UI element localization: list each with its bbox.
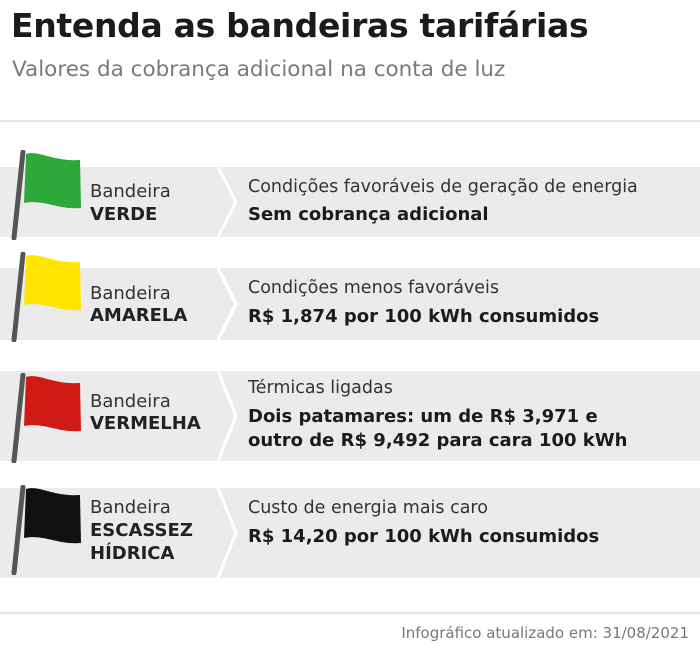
flag-description: Térmicas ligadas [248,378,393,398]
flag-label-name-line-1: ESCASSEZ [90,520,193,541]
flag-value: Sem cobrança adicional [248,204,489,225]
flag-description: Condições menos favoráveis [248,278,500,298]
flag-label-prefix: Bandeira [90,283,171,304]
flag-value-line-2: outro de R$ 9,492 para cara 100 kWh [248,430,628,451]
row-band [0,488,700,578]
row-band [0,268,700,340]
flag-description: Condições favoráveis de geração de energ… [248,177,638,197]
row-band [0,167,700,237]
flag-value: R$ 14,20 por 100 kWh consumidos [248,526,600,547]
chevron-divider-icon [216,370,238,462]
flag-escassez-hidrica-icon [11,485,81,575]
header-divider [0,120,700,122]
flag-row-verde: Bandeira VERDE Condições favoráveis de g… [0,150,700,240]
flag-value-line-1: Dois patamares: um de R$ 3,971 e [248,406,598,427]
page-title: Entenda as bandeiras tarifárias [11,6,589,45]
flag-row-amarela: Bandeira AMARELA Condições menos favoráv… [0,250,700,342]
flag-label-name: AMARELA [90,305,188,326]
flag-label-name: VERDE [90,204,158,225]
flag-label-prefix: Bandeira [90,181,171,202]
flag-amarela-icon [11,252,81,342]
flag-verde-icon [11,150,81,240]
flag-label-name: VERMELHA [90,413,201,434]
footer-divider [0,612,700,614]
flag-row-escassez-hidrica: Bandeira ESCASSEZ HÍDRICA Custo de energ… [0,485,700,578]
page-subtitle: Valores da cobrança adicional na conta d… [12,57,506,82]
flag-value: R$ 1,874 por 100 kWh consumidos [248,306,600,327]
flag-vermelha-icon [11,373,81,463]
flag-label-prefix: Bandeira [90,391,171,412]
update-note: Infográfico atualizado em: 31/08/2021 [401,624,689,642]
flag-label-name-line-2: HÍDRICA [90,543,175,564]
chevron-divider-icon [216,267,238,341]
flag-description: Custo de energia mais caro [248,498,488,518]
chevron-divider-icon [216,166,238,238]
flag-row-vermelha: Bandeira VERMELHA Térmicas ligadas Dois … [0,368,700,465]
chevron-divider-icon [216,488,238,578]
row-band [0,371,700,461]
flag-label-prefix: Bandeira [90,497,171,518]
